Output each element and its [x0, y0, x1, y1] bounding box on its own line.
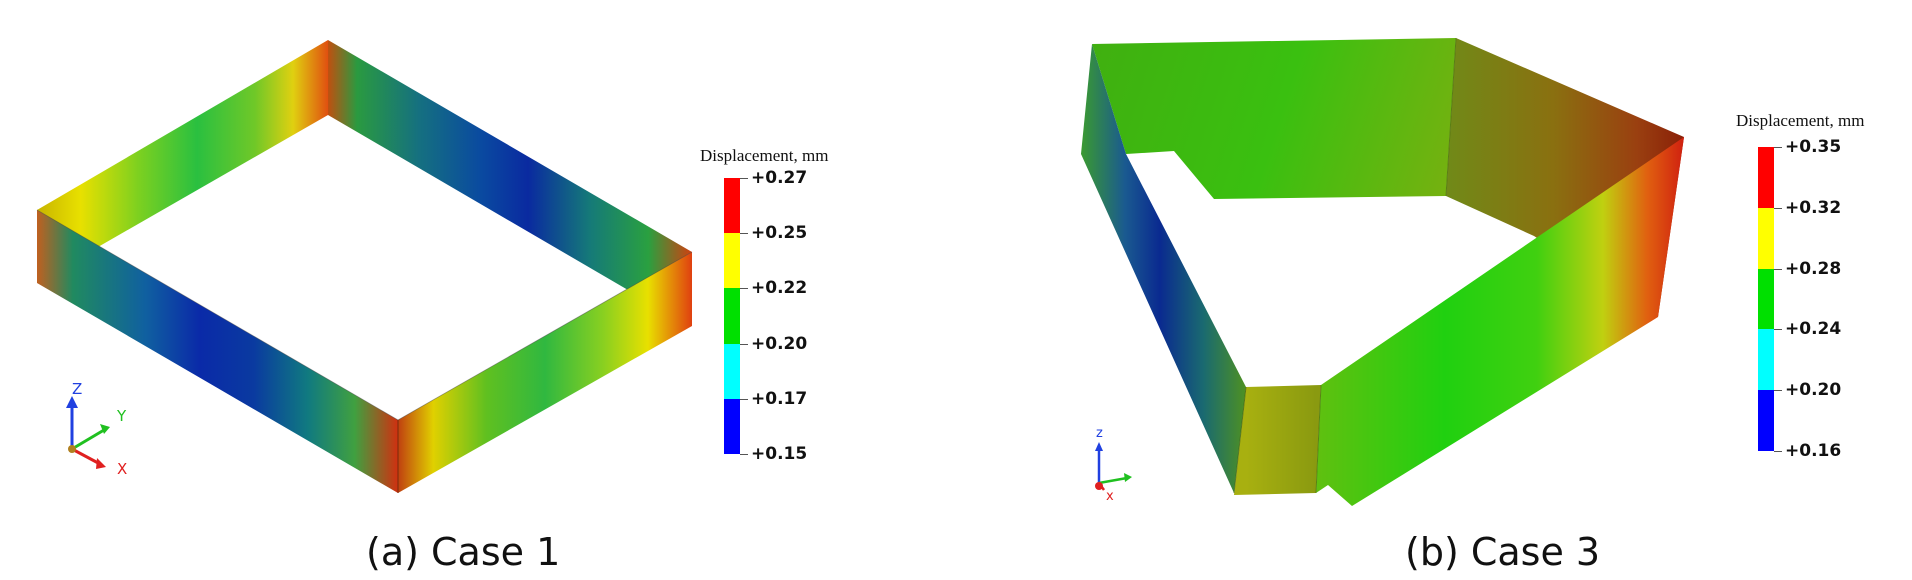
back-wall	[1092, 38, 1456, 199]
top-face-right	[328, 40, 692, 290]
side-face-front-right	[398, 252, 692, 493]
color-scale-segment	[1758, 207, 1774, 269]
displacement-model-case-3: z x	[1081, 37, 1684, 506]
legend-tick	[740, 343, 748, 345]
legend-tick	[1774, 451, 1782, 452]
left-wall	[1081, 44, 1246, 493]
legend-value-label: +0.24	[1785, 319, 1842, 340]
legend-tick	[740, 398, 748, 400]
color-scale-bar	[724, 178, 740, 454]
legend-value-label: +0.32	[1785, 197, 1842, 218]
caption-case-1: (a) Case 1	[366, 530, 561, 574]
legend-value-label: +0.27	[751, 168, 808, 188]
x-axis-label: x	[1106, 489, 1114, 504]
legend-title: Displacement, mm	[1736, 111, 1865, 130]
color-scale-segment	[724, 178, 740, 234]
right-front-wall	[1316, 137, 1684, 506]
legend-value-label: +0.15	[751, 444, 808, 464]
legend-value-label: +0.20	[751, 333, 808, 354]
x-axis-icon	[71, 447, 101, 466]
legend-tick	[740, 178, 748, 179]
legend-tick	[740, 454, 748, 455]
legend-tick	[740, 288, 748, 290]
legend-tick	[1774, 147, 1782, 148]
color-scale-segment	[724, 233, 740, 289]
legend-tick	[1774, 329, 1782, 331]
panel-case-1: Z Y X Displacement, mm +0.27 +0.25 +0.22 +0…	[36, 40, 829, 574]
legend-tick	[740, 233, 748, 235]
y-axis-icon	[71, 428, 105, 451]
displacement-model-case-1: Z Y X	[36, 40, 693, 493]
color-scale-segment	[1758, 268, 1774, 330]
y-axis-icon	[1098, 476, 1128, 485]
color-scale-segment	[1758, 147, 1774, 208]
color-scale-segment	[724, 398, 740, 454]
y-axis-label: Y	[116, 407, 127, 425]
color-scale-segment	[1758, 329, 1774, 391]
legend-value-label: +0.28	[1785, 258, 1842, 279]
legend-value-label: +0.35	[1785, 137, 1842, 157]
legend-value-label: +0.25	[751, 223, 808, 244]
z-axis-label: z	[1096, 426, 1103, 441]
legend-value-label: +0.16	[1785, 441, 1842, 461]
legend-tick	[1774, 390, 1782, 392]
legend-tick	[1774, 207, 1782, 209]
z-axis-label: Z	[72, 380, 82, 398]
caption-case-3: (b) Case 3	[1405, 530, 1601, 574]
x-axis-label: X	[117, 460, 127, 478]
axis-triad-case-3: z x	[1095, 426, 1132, 504]
legend-value-label: +0.20	[1785, 380, 1842, 401]
legend-tick	[1774, 268, 1782, 270]
color-scale-segment	[724, 343, 740, 399]
top-face-left	[37, 40, 328, 247]
side-face-front-left	[37, 210, 398, 493]
color-scale-segment	[1758, 390, 1774, 451]
legend-title: Displacement, mm	[700, 146, 829, 165]
color-scale-segment	[724, 288, 740, 344]
legend-value-label: +0.22	[751, 278, 808, 299]
panel-case-3: z x Displacement, mm +0.35 +0.32 +0.28 +0.2…	[956, 0, 1912, 580]
color-scale-bar	[1758, 147, 1774, 451]
front-corner-wall	[1234, 385, 1321, 495]
axis-triad-case-1: Z Y X	[66, 380, 127, 478]
legend-value-label: +0.17	[751, 388, 808, 409]
